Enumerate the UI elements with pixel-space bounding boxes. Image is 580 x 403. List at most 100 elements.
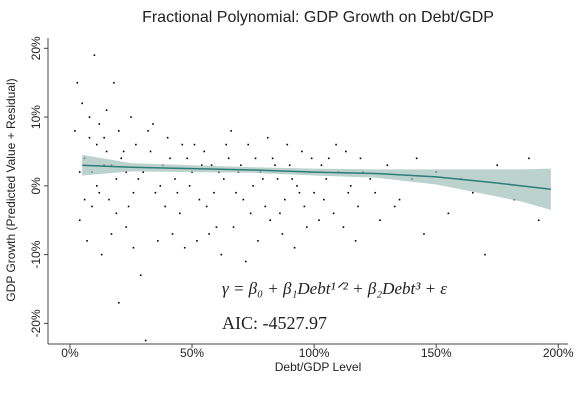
point	[296, 185, 298, 187]
point	[142, 171, 145, 173]
point	[137, 178, 140, 180]
point	[105, 109, 108, 112]
y-tick-label: 10%	[29, 105, 43, 129]
point	[132, 246, 135, 249]
point	[213, 191, 215, 194]
point	[176, 191, 179, 194]
y-axis-title: GDP Growth (Predicted Value + Residual)	[4, 78, 18, 301]
point	[117, 130, 120, 132]
point	[147, 130, 149, 132]
point	[393, 205, 396, 208]
point	[78, 219, 81, 222]
equation: γ = β₀ + β₁Debt¹ᐟ² + β₂Debt³ + ε	[222, 279, 447, 298]
point	[264, 205, 267, 208]
point	[215, 226, 218, 228]
point	[88, 116, 91, 118]
point	[157, 240, 159, 242]
point	[113, 81, 115, 84]
point	[98, 123, 101, 125]
point	[242, 198, 245, 201]
point	[471, 191, 474, 194]
point	[149, 150, 152, 153]
point	[230, 130, 232, 132]
point	[335, 143, 337, 146]
point	[174, 178, 176, 180]
point	[252, 185, 254, 187]
point	[354, 240, 357, 242]
point	[484, 253, 486, 256]
point	[325, 178, 328, 180]
point	[310, 157, 313, 160]
point	[125, 226, 127, 228]
point	[186, 157, 188, 160]
point	[415, 157, 418, 160]
point	[284, 198, 286, 201]
point	[288, 164, 291, 167]
point	[423, 233, 425, 235]
point	[386, 164, 389, 167]
point	[293, 246, 296, 249]
y-tick-label: -10%	[29, 240, 43, 268]
point	[169, 157, 171, 160]
point	[93, 54, 96, 56]
point	[132, 191, 135, 194]
point	[369, 178, 372, 180]
point	[537, 219, 540, 222]
point	[171, 233, 174, 235]
point	[98, 191, 101, 194]
point	[305, 226, 308, 228]
point	[159, 185, 162, 187]
point	[117, 301, 120, 304]
fit-line	[82, 164, 551, 191]
point	[78, 171, 81, 173]
point	[357, 205, 359, 208]
point	[320, 164, 323, 167]
point	[188, 185, 191, 187]
point	[232, 226, 235, 228]
point	[398, 198, 401, 201]
point	[152, 123, 154, 125]
x-axis-title: Debt/GDP Level	[275, 360, 362, 374]
point	[166, 136, 169, 139]
x-tick-label: 50%	[180, 346, 204, 360]
point	[83, 198, 86, 201]
point	[447, 212, 450, 215]
point	[244, 260, 247, 263]
point	[205, 205, 208, 208]
point	[196, 240, 198, 242]
y-tick-label: -20%	[29, 309, 43, 337]
point	[254, 157, 257, 160]
point	[279, 212, 281, 215]
point	[276, 178, 279, 180]
point	[342, 226, 345, 228]
point	[222, 178, 225, 180]
point	[96, 185, 98, 187]
point	[220, 253, 223, 256]
point	[135, 143, 137, 146]
point	[105, 150, 108, 153]
point	[110, 233, 113, 235]
point	[298, 191, 301, 194]
point	[249, 212, 252, 215]
point	[349, 185, 352, 187]
point	[76, 81, 79, 84]
point	[115, 212, 118, 215]
point	[347, 191, 350, 194]
point	[257, 240, 259, 242]
point	[139, 274, 142, 277]
point	[379, 219, 381, 222]
point	[291, 178, 293, 180]
point	[164, 205, 166, 208]
point	[332, 212, 335, 215]
chart-title: Fractional Polynomial: GDP Growth on Deb…	[142, 9, 494, 26]
point	[318, 219, 320, 222]
point	[210, 164, 213, 167]
point	[181, 143, 184, 146]
point	[271, 157, 274, 160]
point	[240, 164, 242, 167]
point	[323, 198, 325, 201]
point	[127, 205, 130, 208]
point	[313, 191, 315, 194]
point	[144, 339, 147, 342]
